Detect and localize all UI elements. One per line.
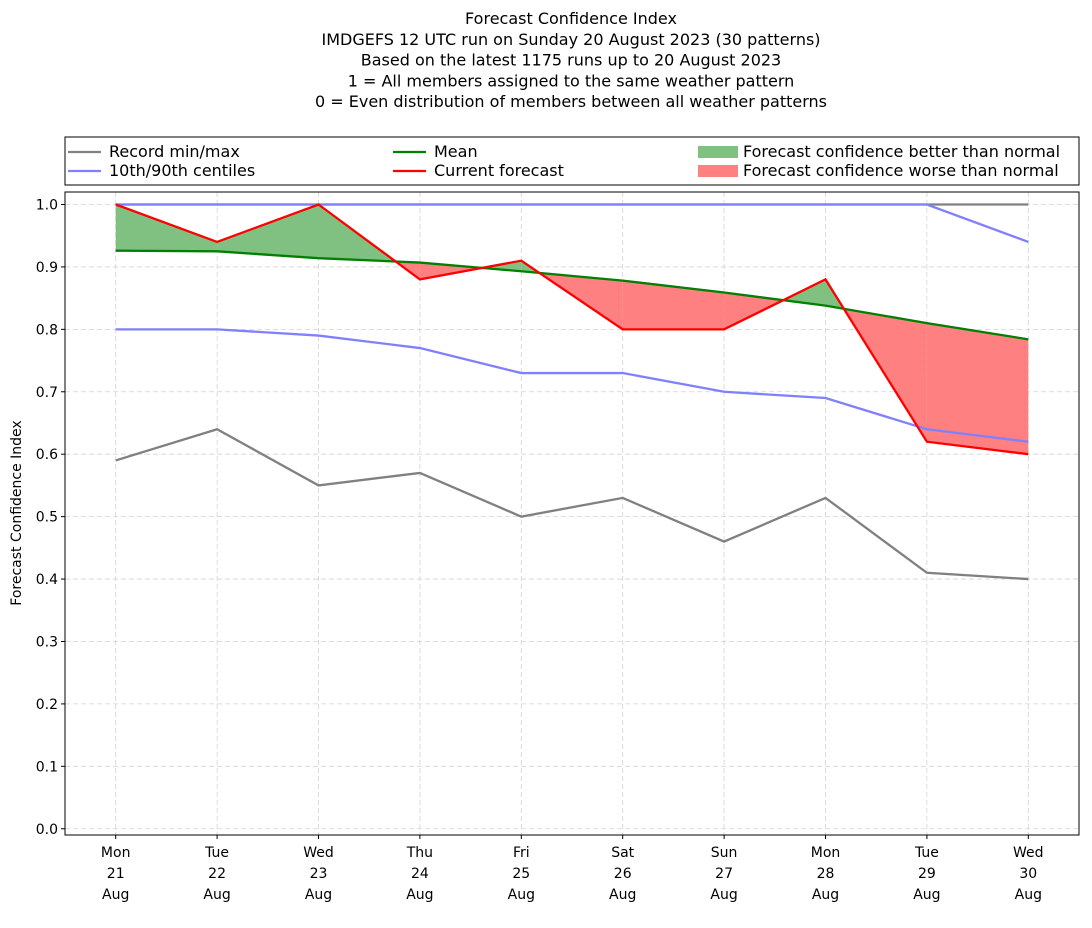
y-tick-label: 0.2 bbox=[36, 697, 58, 713]
series-line-90th-centile bbox=[115, 203, 1029, 244]
x-tick-label: 30 bbox=[1019, 866, 1037, 882]
legend-label: Forecast confidence better than normal bbox=[743, 142, 1060, 161]
x-tick-label: Aug bbox=[710, 887, 737, 903]
y-tick-label: 0.7 bbox=[36, 385, 58, 401]
y-tick-label: 0.1 bbox=[36, 759, 58, 775]
y-axis-label: Forecast Confidence Index bbox=[9, 420, 25, 605]
x-tick-label: Aug bbox=[406, 887, 433, 903]
x-tick-label: Sat bbox=[611, 845, 634, 861]
x-tick-label: Wed bbox=[1013, 845, 1044, 861]
legend-label: 10th/90th centiles bbox=[109, 161, 255, 180]
x-tick-label: 21 bbox=[107, 866, 125, 882]
y-tick-label: 0.0 bbox=[36, 822, 58, 838]
y-tick-label: 0.5 bbox=[36, 510, 58, 526]
series-line-record-min bbox=[115, 427, 1029, 581]
title-line: Based on the latest 1175 runs up to 20 A… bbox=[361, 51, 781, 70]
x-tick-label: 24 bbox=[411, 866, 429, 882]
fill-better bbox=[217, 204, 319, 259]
x-tick-label: Wed bbox=[303, 845, 334, 861]
y-tick-label: 0.8 bbox=[36, 322, 58, 338]
title-line: IMDGEFS 12 UTC run on Sunday 20 August 2… bbox=[321, 30, 820, 49]
x-tick-label: 23 bbox=[310, 866, 328, 882]
x-tick-label: Aug bbox=[812, 887, 839, 903]
x-tick-label: 26 bbox=[614, 866, 632, 882]
series-lines bbox=[115, 203, 1029, 581]
x-tick-label: Aug bbox=[305, 887, 332, 903]
axes-frame bbox=[64, 191, 1080, 836]
x-tick-label: Sun bbox=[711, 845, 738, 861]
x-tick-label: Aug bbox=[609, 887, 636, 903]
x-tick-label: 27 bbox=[715, 866, 733, 882]
legend-patch-swatch bbox=[698, 146, 738, 158]
legend-label: Current forecast bbox=[434, 161, 564, 180]
x-tick-label: Aug bbox=[203, 887, 230, 903]
series-line-mean bbox=[115, 249, 1029, 341]
legend-patch-swatch bbox=[698, 165, 738, 177]
x-tick-label: 22 bbox=[208, 866, 226, 882]
x-tick-label: Tue bbox=[914, 845, 939, 861]
x-tick-label: 25 bbox=[512, 866, 530, 882]
x-tick-label: Aug bbox=[508, 887, 535, 903]
x-tick-label: 28 bbox=[817, 866, 835, 882]
fill-worse bbox=[926, 323, 1029, 455]
legend-label: Record min/max bbox=[109, 142, 240, 161]
x-tick-label: Aug bbox=[1015, 887, 1042, 903]
x-tick-label: Tue bbox=[204, 845, 229, 861]
x-tick-label: Aug bbox=[102, 887, 129, 903]
series-line-10th-centile bbox=[115, 328, 1029, 443]
fill-worse bbox=[622, 280, 725, 330]
fill-worse bbox=[724, 292, 784, 330]
fill-better bbox=[115, 204, 218, 252]
legend-box bbox=[64, 136, 1080, 186]
x-tick-label: 29 bbox=[918, 866, 936, 882]
legend-label: Forecast confidence worse than normal bbox=[743, 161, 1059, 180]
y-tick-label: 0.4 bbox=[36, 572, 58, 588]
chart-title: Forecast Confidence Index IMDGEFS 12 UTC … bbox=[315, 9, 827, 111]
y-tick-label: 1.0 bbox=[36, 197, 58, 213]
y-tick-label: 0.3 bbox=[36, 634, 58, 650]
series-line-current-forecast bbox=[115, 203, 1029, 456]
title-line: Forecast Confidence Index bbox=[465, 9, 677, 28]
x-tick-label: Aug bbox=[913, 887, 940, 903]
legend-label: Mean bbox=[434, 142, 478, 161]
x-tick-label: Mon bbox=[811, 845, 841, 861]
title-line: 0 = Even distribution of members between… bbox=[315, 92, 827, 111]
x-tick-label: Mon bbox=[101, 845, 131, 861]
x-tick-label: Fri bbox=[513, 845, 530, 861]
fill-better bbox=[783, 279, 826, 306]
axis-ticks: 0.0 0.1 0.2 0.3 0.4 0.5 0.6 0.7 0.8 0.9 1.0 Mon 21 Au… bbox=[36, 197, 1044, 903]
title-line: 1 = All members assigned to the same wea… bbox=[348, 71, 795, 90]
y-tick-label: 0.6 bbox=[36, 447, 58, 463]
x-tick-label: Thu bbox=[406, 845, 433, 861]
y-tick-label: 0.9 bbox=[36, 260, 58, 276]
